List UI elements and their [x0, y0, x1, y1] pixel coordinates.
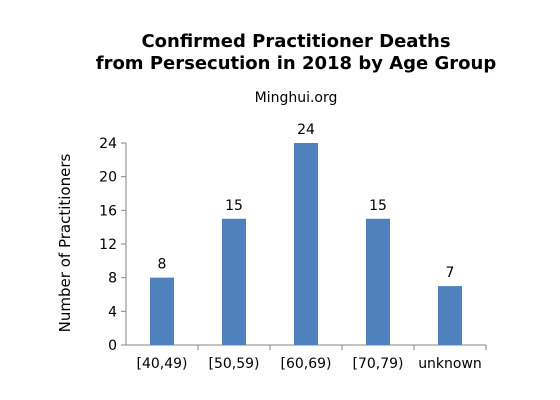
x-tick-label: [70,79)	[352, 356, 403, 372]
y-tick-label: 0	[108, 338, 117, 354]
x-tick-label: unknown	[418, 356, 482, 372]
x-tick-label: [40,49)	[136, 356, 187, 372]
bar	[222, 218, 246, 345]
y-tick-label: 24	[99, 136, 117, 152]
data-label: 15	[369, 198, 387, 214]
x-tick-label: [60,69)	[280, 356, 331, 372]
bar	[294, 143, 318, 345]
y-tick-label: 16	[99, 203, 117, 219]
x-tick-label: [50,59)	[208, 356, 259, 372]
y-tick-label: 8	[108, 271, 117, 287]
y-tick-label: 4	[108, 304, 117, 320]
chart-subtitle: Minghui.org	[255, 90, 338, 106]
y-tick-label: 20	[99, 170, 117, 186]
data-label: 7	[446, 265, 455, 281]
chart-title-line-2: from Persecution in 2018 by Age Group	[96, 53, 497, 74]
y-tick-label: 12	[99, 237, 117, 253]
chart-title: Confirmed Practitioner Deaths	[141, 31, 450, 52]
data-label: 8	[158, 257, 167, 273]
bar	[438, 286, 462, 345]
bar	[150, 277, 174, 345]
data-label: 24	[297, 122, 315, 138]
data-label: 15	[225, 198, 243, 214]
plot-area: 0 4 8 12 16 20 24 [40,49) 8 [50,59) 15 [60,69) 24 [70…	[99, 122, 487, 372]
y-axis-label: Number of Practitioners	[56, 154, 74, 333]
bar	[366, 218, 390, 345]
